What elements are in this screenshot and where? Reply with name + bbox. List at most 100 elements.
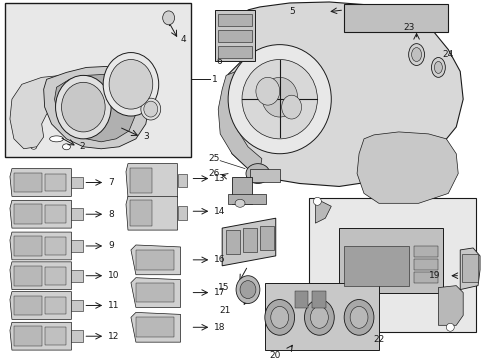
Polygon shape <box>131 245 180 275</box>
Polygon shape <box>55 75 137 142</box>
Bar <box>14 236 41 256</box>
Text: 15: 15 <box>218 283 229 292</box>
Bar <box>259 226 273 250</box>
Bar <box>243 228 256 252</box>
Ellipse shape <box>344 300 373 335</box>
Bar <box>461 254 477 282</box>
Ellipse shape <box>103 53 159 116</box>
Ellipse shape <box>310 306 327 328</box>
Bar <box>14 204 41 224</box>
Bar <box>130 168 151 193</box>
Ellipse shape <box>255 77 279 105</box>
Bar <box>136 318 173 337</box>
Bar <box>71 176 83 188</box>
Ellipse shape <box>446 323 453 331</box>
Polygon shape <box>10 75 101 149</box>
Bar <box>71 300 83 311</box>
Ellipse shape <box>264 300 294 335</box>
Text: 11: 11 <box>108 301 120 310</box>
Bar <box>225 230 240 254</box>
Bar <box>218 14 251 26</box>
Text: 18: 18 <box>214 323 225 332</box>
Polygon shape <box>222 2 462 186</box>
Ellipse shape <box>408 44 424 66</box>
Ellipse shape <box>433 62 442 73</box>
Text: 20: 20 <box>268 351 280 360</box>
Ellipse shape <box>18 108 26 114</box>
Text: 22: 22 <box>372 335 384 344</box>
Bar <box>130 200 151 226</box>
Text: 1: 1 <box>212 75 218 84</box>
Bar <box>44 297 66 314</box>
Bar <box>228 194 265 204</box>
Bar <box>249 168 279 183</box>
Text: 6: 6 <box>216 57 222 66</box>
Ellipse shape <box>242 59 317 139</box>
Ellipse shape <box>228 45 330 154</box>
Ellipse shape <box>281 95 301 119</box>
Polygon shape <box>131 278 180 307</box>
Ellipse shape <box>270 306 288 328</box>
Bar <box>14 172 41 192</box>
Bar <box>136 250 173 270</box>
Polygon shape <box>10 200 71 228</box>
Bar <box>44 237 66 255</box>
Text: 23: 23 <box>402 23 413 32</box>
Text: 7: 7 <box>108 178 114 187</box>
Polygon shape <box>315 201 330 223</box>
Bar <box>215 10 254 62</box>
Bar <box>14 326 41 346</box>
Polygon shape <box>10 232 71 260</box>
Polygon shape <box>459 248 479 289</box>
Bar <box>136 283 173 302</box>
Bar <box>14 266 41 285</box>
Bar <box>413 272 438 283</box>
Text: 13: 13 <box>214 174 225 183</box>
Text: 9: 9 <box>108 242 114 251</box>
Bar <box>71 208 83 220</box>
Bar <box>14 296 41 315</box>
Bar <box>344 4 447 32</box>
Polygon shape <box>218 71 261 171</box>
Ellipse shape <box>236 276 259 303</box>
Text: 19: 19 <box>428 271 440 280</box>
Polygon shape <box>222 218 275 266</box>
Text: 14: 14 <box>214 207 225 216</box>
Bar <box>413 259 438 270</box>
Text: 21: 21 <box>219 306 230 315</box>
Polygon shape <box>438 285 462 325</box>
Bar <box>44 174 66 192</box>
Bar <box>264 283 378 350</box>
Text: 3: 3 <box>142 132 148 141</box>
Bar <box>294 291 308 309</box>
Bar <box>177 174 187 188</box>
Bar <box>413 246 438 257</box>
Text: 5: 5 <box>289 8 295 17</box>
Bar <box>232 176 251 204</box>
Bar <box>344 246 408 285</box>
Ellipse shape <box>245 164 269 184</box>
Ellipse shape <box>411 48 421 62</box>
Ellipse shape <box>240 281 255 298</box>
Bar <box>218 46 251 58</box>
Ellipse shape <box>261 77 297 117</box>
Bar <box>44 327 66 345</box>
Ellipse shape <box>31 144 37 149</box>
Polygon shape <box>356 132 457 203</box>
Bar <box>312 291 325 309</box>
Polygon shape <box>10 322 71 350</box>
Ellipse shape <box>56 75 111 139</box>
Text: 26: 26 <box>208 169 219 178</box>
Bar <box>177 206 187 220</box>
Ellipse shape <box>109 59 152 109</box>
Polygon shape <box>126 196 177 230</box>
Text: 4: 4 <box>180 35 186 44</box>
Bar <box>339 228 443 293</box>
Text: 10: 10 <box>108 271 120 280</box>
Polygon shape <box>126 164 177 197</box>
Ellipse shape <box>163 11 174 25</box>
Ellipse shape <box>141 98 161 120</box>
Polygon shape <box>43 67 148 149</box>
Text: 2: 2 <box>79 142 85 151</box>
Text: 17: 17 <box>214 288 225 297</box>
